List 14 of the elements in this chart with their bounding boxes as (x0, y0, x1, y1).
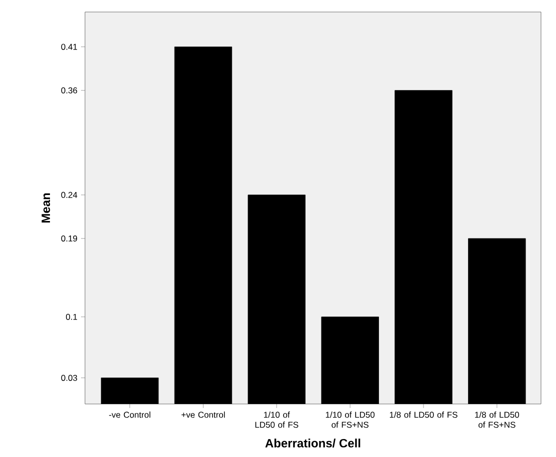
x-tick-label: 1/8 of LD50 of FS+NS (475, 412, 520, 428)
x-tick-label: -ve Control (109, 412, 150, 418)
y-tick-label: 0.1 (66, 314, 78, 320)
x-tick-label: 1/10 of LD50 of FS (255, 412, 298, 428)
x-tick-label: 1/10 of LD50 of FS+NS (326, 412, 375, 428)
x-axis-title: Aberrations/ Cell (265, 438, 360, 448)
y-tick-label: 0.41 (61, 44, 78, 50)
y-tick-label: 0.24 (61, 192, 78, 198)
y-tick-label: 0.19 (61, 235, 78, 242)
x-tick-label: +ve Control (182, 412, 225, 418)
y-tick-label: 0.36 (61, 87, 78, 94)
y-axis-title: Mean (42, 193, 50, 223)
x-tick-label: 1/8 of LD50 of FS (390, 412, 458, 418)
y-tick-label: 0.03 (61, 374, 78, 381)
